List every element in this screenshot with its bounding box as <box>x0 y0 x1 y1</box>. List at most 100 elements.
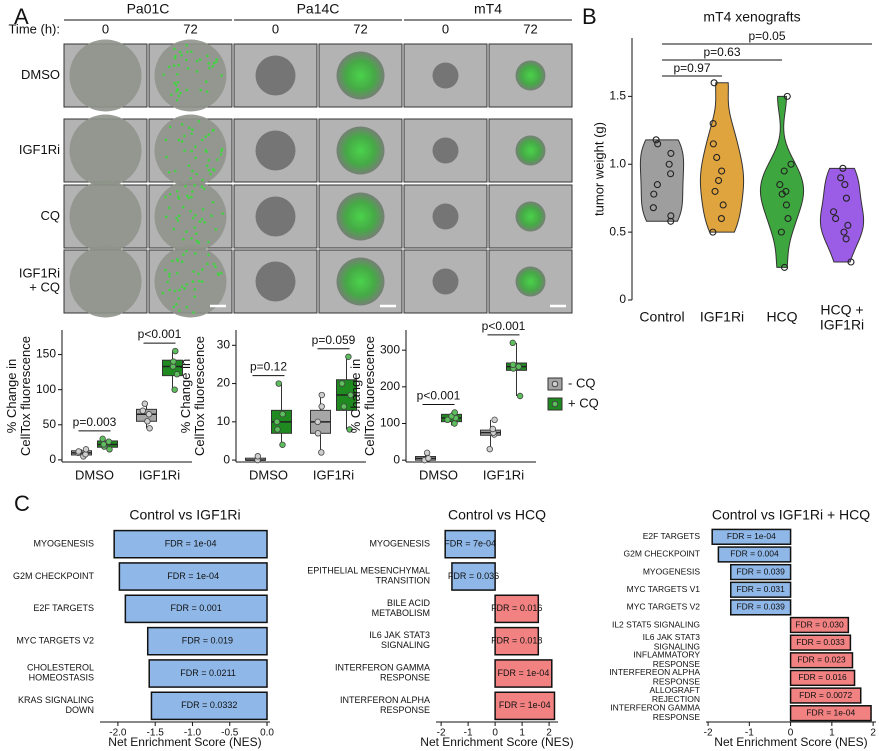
spheroid <box>336 126 385 175</box>
category-label: IL6 JAK STAT3 SIGNALING <box>643 632 701 651</box>
text-line: RESPONSE <box>653 677 701 687</box>
x-tick-label: DMSO <box>419 467 458 482</box>
fluorescence-speck <box>200 138 204 142</box>
point <box>653 181 661 189</box>
x-tick-label: Control <box>639 309 684 325</box>
spheroid <box>432 62 459 89</box>
category-label: E2F TARGETS <box>643 531 701 541</box>
spheroid <box>255 196 296 237</box>
x-tick-label: -2.0 <box>109 728 127 739</box>
x-tick-label: -0.5 <box>221 728 239 739</box>
fluorescence-speck <box>207 253 210 257</box>
fluorescence-speck <box>180 285 184 288</box>
text-line: CellTox fluorescence <box>19 336 34 456</box>
point <box>665 160 673 168</box>
fluorescence-speck <box>206 54 209 58</box>
fluorescence-speck <box>205 164 209 168</box>
point <box>830 208 838 216</box>
p-value: p=0.05 <box>748 29 785 43</box>
fluorescence-speck <box>193 288 197 291</box>
fluorescence-speck <box>193 226 197 229</box>
fluorescence-speck <box>210 214 213 217</box>
fluorescence-speck <box>204 135 207 139</box>
point <box>710 79 718 87</box>
spheroid <box>336 257 385 306</box>
point <box>667 149 675 157</box>
point <box>667 212 675 220</box>
fluorescence-speck <box>219 153 223 156</box>
spheroid <box>515 266 546 297</box>
point <box>711 187 719 195</box>
spheroid <box>515 60 546 91</box>
text-line: METABOLISM <box>372 608 430 618</box>
fluorescence-speck <box>203 221 207 224</box>
y-tick-label: 1.0 <box>609 156 626 170</box>
fluorescence-speck <box>193 183 197 187</box>
fluorescence-speck <box>221 212 224 215</box>
fdr-label: FDR = 1e-04 <box>727 531 776 541</box>
fluorescence-speck <box>201 208 205 211</box>
fluorescence-speck <box>173 289 177 293</box>
fluorescence-speck <box>194 252 197 255</box>
text-line: % Change in <box>4 359 19 433</box>
fluorescence-speck <box>183 134 186 138</box>
point <box>782 201 790 209</box>
chart-title: Control vs IGF1Ri + HCQ <box>712 507 870 523</box>
point <box>146 425 153 432</box>
fluorescence-speck <box>195 239 199 243</box>
fluorescence-speck <box>174 83 178 87</box>
fluorescence-speck <box>176 258 179 261</box>
point <box>650 190 658 198</box>
y-tick-label: 100 <box>380 416 400 430</box>
fluorescence-speck <box>168 272 171 276</box>
bar <box>494 691 556 721</box>
fdr-label: FDR = 1e-04 <box>167 571 219 581</box>
fluorescence-speck <box>193 295 197 299</box>
violin <box>639 139 685 222</box>
point <box>275 380 282 387</box>
x-tick-label: 0.0 <box>260 728 274 739</box>
fdr-label: FDR = 0.0332 <box>181 700 237 710</box>
point <box>780 167 788 175</box>
fdr-label: FDR = 0.018 <box>491 636 542 646</box>
fluorescence-speck <box>189 209 192 213</box>
fluorescence-speck <box>185 249 188 253</box>
category-label: BILE ACID METABOLISM <box>372 598 431 618</box>
point <box>840 228 848 236</box>
fluorescence-speck <box>185 283 188 286</box>
fluorescence-speck <box>172 227 176 231</box>
fluorescence-speck <box>191 169 194 173</box>
y-tick-label: 0 <box>393 452 400 466</box>
fluorescence-speck <box>198 220 202 223</box>
point <box>491 416 498 424</box>
bar <box>789 669 856 687</box>
point <box>787 160 795 168</box>
point <box>842 194 850 202</box>
fluorescence-speck <box>187 126 191 130</box>
x-axis-label: Net Enrichment Score (NES) <box>714 735 867 749</box>
point <box>719 201 727 209</box>
fdr-label: FDR = 0.016 <box>798 672 847 682</box>
fluorescence-speck <box>200 280 204 283</box>
fluorescence-speck <box>176 195 180 198</box>
point <box>172 347 179 355</box>
bar <box>113 529 268 559</box>
point <box>667 170 675 178</box>
text-line: RESPONSE <box>653 712 701 722</box>
fdr-label: FDR = 0.0211 <box>180 668 236 678</box>
p-value: p=0.059 <box>312 333 356 347</box>
text-line: RESPONSE <box>380 673 430 683</box>
text-line: % Change in <box>348 359 363 433</box>
fluorescence-speck <box>194 145 197 148</box>
x-tick-label: 0 <box>788 728 794 739</box>
y-tick-label: 0.5 <box>609 224 626 238</box>
y-tick-label: 1.5 <box>609 89 626 103</box>
fluorescence-speck <box>161 291 165 295</box>
point <box>844 221 852 229</box>
point <box>776 181 784 189</box>
y-tick-label: 50 <box>43 417 57 431</box>
category-label: IL6 JAK STAT3 SIGNALING <box>369 631 430 651</box>
x-tick-label: -1.0 <box>184 728 202 739</box>
category-label: ALLOGRAFT REJECTION <box>649 685 700 704</box>
fluorescence-speck <box>173 47 176 51</box>
